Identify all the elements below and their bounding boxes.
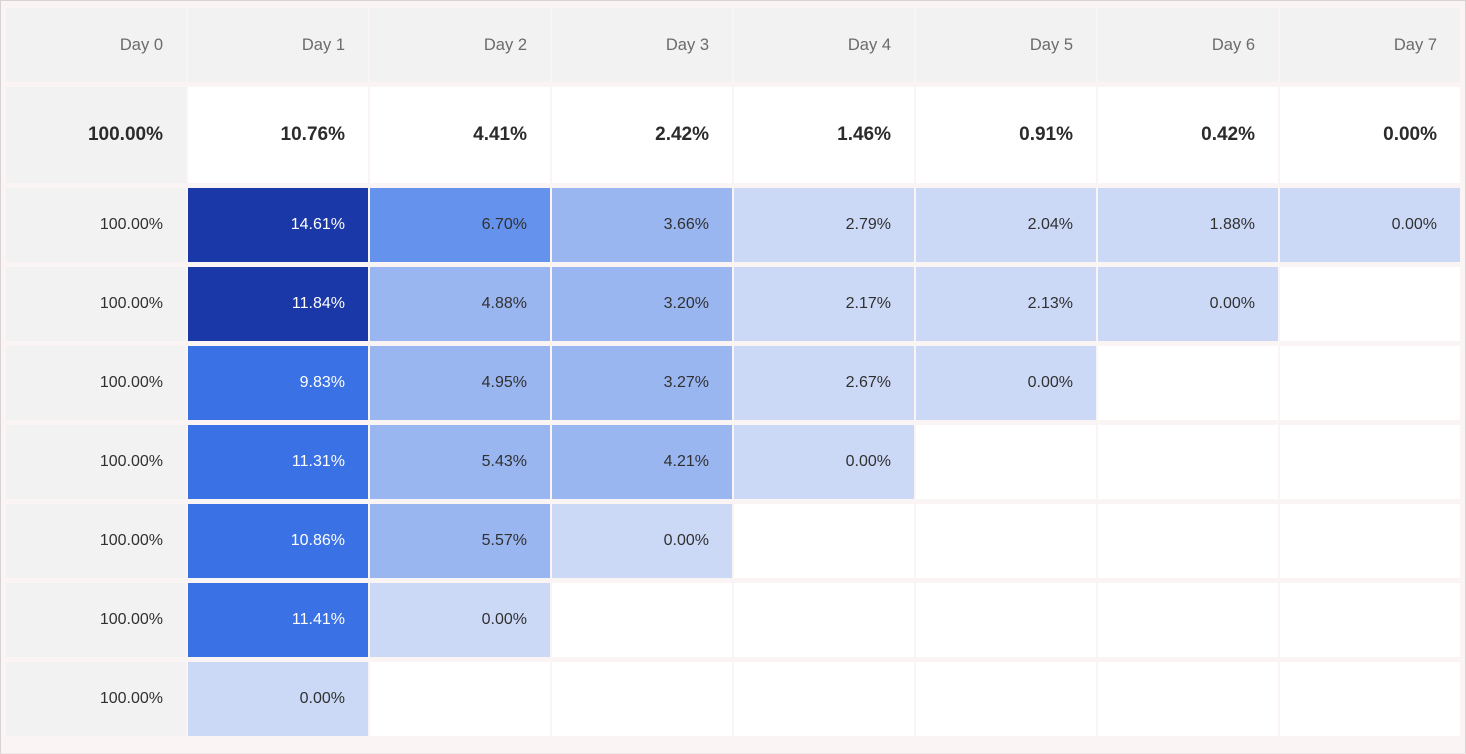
retention-cell[interactable]: 11.41%	[188, 583, 368, 657]
retention-cell[interactable]: 0.00%	[188, 662, 368, 736]
retention-cell[interactable]: 10.86%	[188, 504, 368, 578]
retention-cell[interactable]: 0.00%	[916, 346, 1096, 420]
cohort-label-cell[interactable]: 100.00%	[6, 346, 186, 420]
retention-cell[interactable]: 4.88%	[370, 267, 550, 341]
retention-cell[interactable]: 14.61%	[188, 188, 368, 262]
empty-cell	[1098, 425, 1278, 499]
retention-cell[interactable]: 2.17%	[734, 267, 914, 341]
mean-value-cell: 1.46%	[734, 87, 914, 183]
empty-cell	[916, 504, 1096, 578]
empty-cell	[1098, 583, 1278, 657]
empty-cell	[1098, 662, 1278, 736]
empty-cell	[1280, 662, 1460, 736]
mean-value-cell: 0.00%	[1280, 87, 1460, 183]
empty-cell	[370, 662, 550, 736]
empty-cell	[1280, 583, 1460, 657]
retention-cell[interactable]: 1.88%	[1098, 188, 1278, 262]
retention-cell[interactable]: 0.00%	[734, 425, 914, 499]
retention-cell[interactable]: 3.20%	[552, 267, 732, 341]
empty-cell	[734, 583, 914, 657]
retention-cell[interactable]: 11.84%	[188, 267, 368, 341]
mean-label-cell: 100.00%	[6, 87, 186, 183]
empty-cell	[916, 662, 1096, 736]
cohort-label-cell[interactable]: 100.00%	[6, 504, 186, 578]
empty-cell	[1098, 346, 1278, 420]
empty-cell	[1280, 504, 1460, 578]
retention-cell[interactable]: 4.21%	[552, 425, 732, 499]
empty-cell	[1280, 346, 1460, 420]
retention-cell[interactable]: 9.83%	[188, 346, 368, 420]
mean-value-cell: 4.41%	[370, 87, 550, 183]
empty-cell	[552, 583, 732, 657]
retention-cell[interactable]: 0.00%	[1280, 188, 1460, 262]
empty-cell	[916, 583, 1096, 657]
column-header-day-7: Day 7	[1280, 8, 1460, 82]
cohort-label-cell[interactable]: 100.00%	[6, 425, 186, 499]
column-header-day-6: Day 6	[1098, 8, 1278, 82]
cohort-label-cell[interactable]: 100.00%	[6, 267, 186, 341]
empty-cell	[734, 662, 914, 736]
column-header-day-0: Day 0	[6, 8, 186, 82]
retention-cell[interactable]: 0.00%	[552, 504, 732, 578]
mean-value-cell: 10.76%	[188, 87, 368, 183]
retention-cell[interactable]: 4.95%	[370, 346, 550, 420]
retention-cell[interactable]: 2.67%	[734, 346, 914, 420]
column-header-day-4: Day 4	[734, 8, 914, 82]
empty-cell	[1280, 425, 1460, 499]
column-header-day-5: Day 5	[916, 8, 1096, 82]
retention-cell[interactable]: 3.66%	[552, 188, 732, 262]
cohort-label-cell[interactable]: 100.00%	[6, 662, 186, 736]
empty-cell	[734, 504, 914, 578]
retention-cell[interactable]: 2.79%	[734, 188, 914, 262]
column-header-day-2: Day 2	[370, 8, 550, 82]
retention-cell[interactable]: 5.57%	[370, 504, 550, 578]
cohort-label-cell[interactable]: 100.00%	[6, 188, 186, 262]
cohort-label-cell[interactable]: 100.00%	[6, 583, 186, 657]
retention-cell[interactable]: 2.04%	[916, 188, 1096, 262]
empty-cell	[552, 662, 732, 736]
empty-cell	[916, 425, 1096, 499]
mean-value-cell: 0.91%	[916, 87, 1096, 183]
empty-cell	[1280, 267, 1460, 341]
empty-cell	[1098, 504, 1278, 578]
column-header-day-3: Day 3	[552, 8, 732, 82]
column-header-day-1: Day 1	[188, 8, 368, 82]
mean-value-cell: 0.42%	[1098, 87, 1278, 183]
retention-cell[interactable]: 11.31%	[188, 425, 368, 499]
retention-cell[interactable]: 3.27%	[552, 346, 732, 420]
retention-cell[interactable]: 6.70%	[370, 188, 550, 262]
retention-cell[interactable]: 5.43%	[370, 425, 550, 499]
retention-cell[interactable]: 0.00%	[1098, 267, 1278, 341]
mean-value-cell: 2.42%	[552, 87, 732, 183]
retention-cell[interactable]: 2.13%	[916, 267, 1096, 341]
retention-cell[interactable]: 0.00%	[370, 583, 550, 657]
